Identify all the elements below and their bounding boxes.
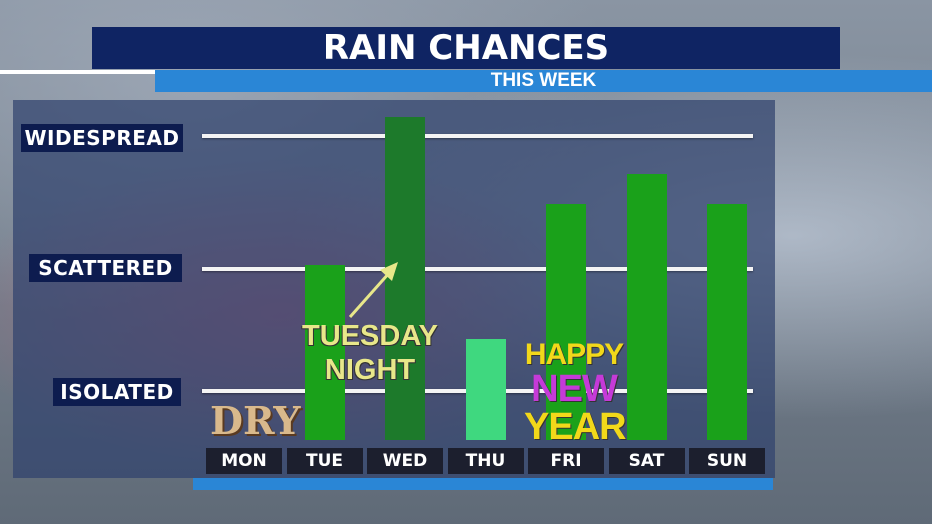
level-label-widespread: WIDESPREAD (21, 124, 183, 152)
day-label-sun: SUN (689, 448, 765, 474)
happy-text: HAPPY (524, 338, 624, 371)
tuesday-night-note: TUESDAY NIGHT (302, 322, 438, 390)
day-label-mon: MON (206, 448, 282, 474)
level-label-scattered: SCATTERED (29, 254, 182, 282)
day-label-sat: SAT (608, 448, 685, 474)
new-text: NEW (531, 368, 618, 410)
level-label-isolated: ISOLATED (53, 378, 181, 406)
tuesday-note-line1: TUESDAY (302, 320, 438, 352)
bottom-strip (193, 478, 773, 490)
tuesday-note-line2: NIGHT (324, 354, 416, 386)
year-text: YEAR (524, 406, 627, 448)
bar-tue (304, 265, 345, 440)
bar-thu (465, 338, 506, 440)
subtitle-bar: THIS WEEK (155, 70, 932, 92)
bar-sat (626, 173, 667, 440)
title-bar: RAIN CHANCES (92, 27, 840, 69)
bar-sun (707, 204, 747, 440)
day-label-tue: TUE (286, 448, 363, 474)
day-label-wed: WED (367, 448, 443, 474)
dry-note: DRY (210, 398, 301, 443)
gridline-scattered (202, 267, 753, 271)
chart-subtitle: THIS WEEK (490, 70, 597, 91)
arrow-head (380, 262, 398, 281)
happy-new-year-note: HAPPY NEW YEAR (524, 338, 627, 448)
bar-fri (546, 204, 586, 440)
gridline-widespread (202, 134, 753, 138)
day-label-fri: FRI (528, 448, 604, 474)
arrow-shaft (348, 271, 392, 318)
day-label-thu: THU (447, 448, 524, 474)
chart-title: RAIN CHANCES (322, 28, 610, 68)
accent-line (0, 70, 160, 74)
